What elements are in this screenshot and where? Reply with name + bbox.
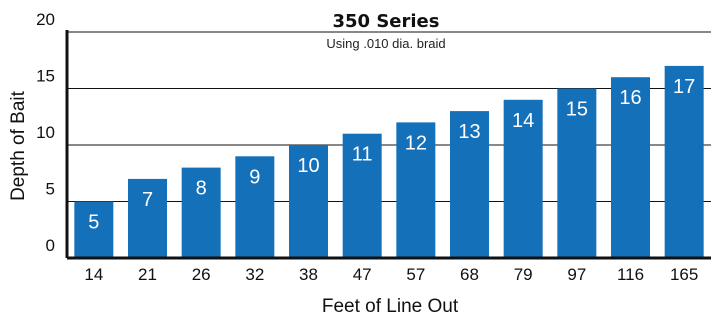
bar (342, 133, 382, 258)
bar (450, 111, 489, 258)
bar-value-label: 5 (88, 212, 99, 234)
y-tick-labels: 0 5 10 15 20 (36, 10, 55, 255)
x-tick-label: 32 (245, 265, 264, 284)
y-tick-label: 15 (36, 67, 55, 86)
x-tick-label: 14 (84, 265, 103, 284)
x-tick-label: 116 (617, 265, 644, 284)
bar (611, 77, 650, 258)
axes (65, 30, 711, 260)
x-axis-label: Feet of Line Out (322, 296, 459, 317)
bar-value-label: 11 (352, 144, 373, 166)
bar-value-label: 16 (619, 87, 641, 109)
y-axis-label: Depth of Bait (8, 90, 29, 201)
x-tick-label: 47 (353, 265, 372, 284)
grid-lines (67, 31, 711, 202)
x-tick-label: 38 (299, 265, 318, 284)
bar-value-label: 15 (566, 99, 588, 121)
x-tick-label: 26 (192, 265, 211, 284)
bar-value-label: 13 (458, 121, 480, 143)
y-tick-label: 10 (36, 123, 55, 142)
bar (557, 88, 597, 258)
bar (181, 167, 221, 258)
bar (664, 65, 704, 259)
x-tick-label: 68 (460, 265, 479, 284)
bar-value-label: 10 (297, 155, 319, 177)
x-tick-label: 165 (670, 265, 698, 284)
bar (128, 178, 167, 258)
bar-value-label: 17 (673, 76, 695, 98)
bar-value-label: 9 (249, 166, 260, 188)
chart-subtitle: Using .010 dia. braid (326, 36, 445, 51)
bar-value-labels: 5 7 8 9 10 11 12 13 14 15 16 17 (88, 76, 695, 234)
bar-value-label: 8 (196, 178, 207, 200)
y-tick-label: 0 (46, 236, 55, 255)
bar-value-label: 7 (142, 189, 153, 211)
bar (503, 99, 543, 258)
y-tick-label: 5 (46, 180, 55, 199)
bar-value-label: 12 (405, 132, 427, 154)
x-tick-labels: 14 21 26 32 38 47 57 68 79 97 116 165 (84, 265, 698, 284)
x-tick-label: 97 (567, 265, 586, 284)
x-tick-label: 57 (406, 265, 425, 284)
bars (74, 65, 704, 259)
bar (396, 122, 436, 259)
x-tick-label: 79 (514, 265, 533, 284)
x-tick-label: 21 (138, 265, 157, 284)
y-tick-label: 20 (36, 10, 55, 29)
bar (74, 201, 114, 258)
bar (235, 156, 275, 258)
chart-title: 350 Series (333, 11, 440, 32)
bar (289, 145, 328, 258)
bar-value-label: 14 (512, 110, 534, 132)
